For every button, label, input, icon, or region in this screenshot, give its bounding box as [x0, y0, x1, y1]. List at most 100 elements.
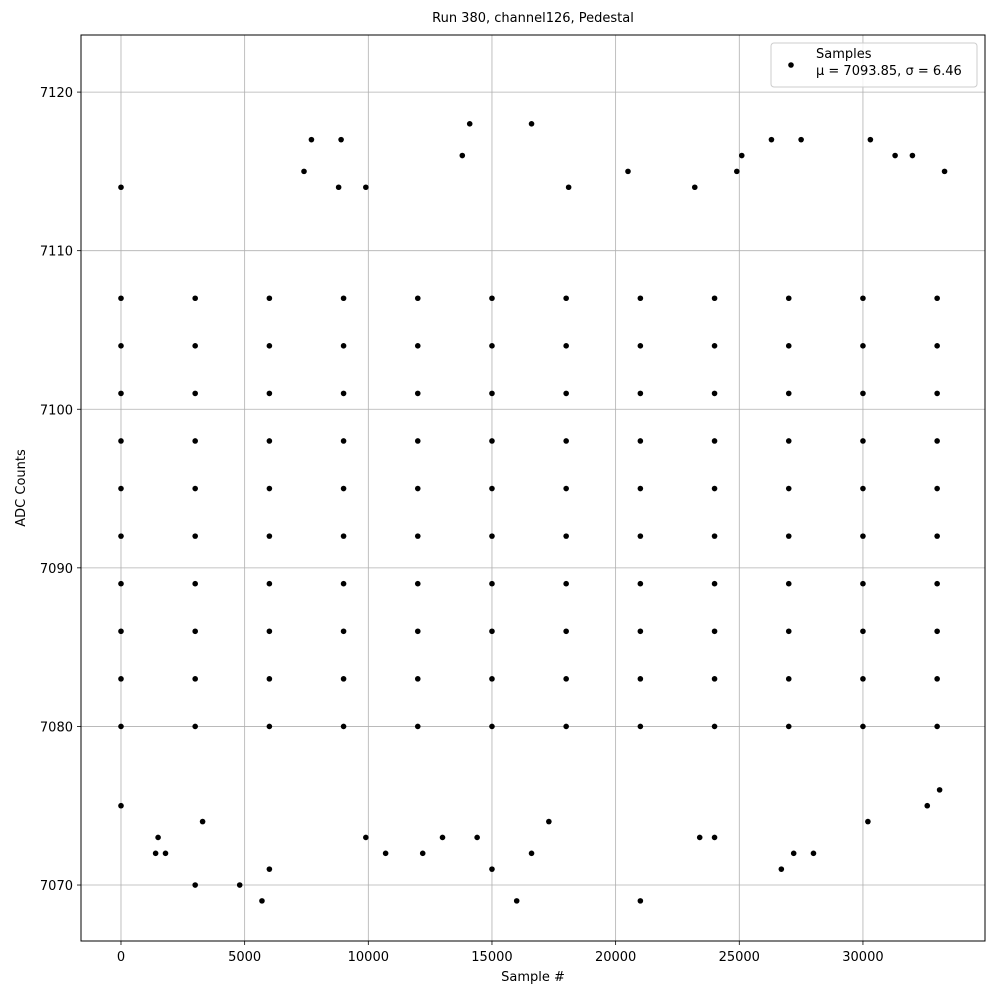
point	[308, 136, 315, 143]
point	[340, 438, 347, 444]
x-tick-label: 5000	[228, 950, 261, 965]
point	[711, 295, 718, 302]
grid: 0 5000 10000 15000 20000 25000 30000 7070 7080 70…	[40, 35, 985, 965]
point	[266, 676, 273, 682]
point	[118, 295, 124, 302]
point	[192, 485, 198, 492]
point	[489, 485, 495, 492]
legend: Samples μ = 7093.85, σ = 6.46	[770, 42, 978, 88]
chart-title: Run 380, channel126, Pedestal	[432, 11, 634, 26]
y-tick-label: 7080	[40, 720, 73, 735]
point	[860, 295, 866, 302]
point	[738, 152, 745, 159]
point	[860, 485, 866, 492]
point	[860, 343, 866, 349]
point	[414, 343, 421, 349]
point	[266, 343, 273, 349]
point	[266, 628, 273, 635]
point	[637, 723, 644, 730]
point	[785, 485, 792, 492]
point	[155, 834, 161, 841]
legend-label: Samples	[816, 47, 872, 62]
x-axis-label: Sample #	[501, 970, 565, 985]
point	[711, 628, 718, 635]
point	[865, 818, 871, 825]
point	[192, 628, 198, 635]
point	[192, 723, 198, 730]
point	[340, 485, 347, 492]
point	[414, 676, 421, 682]
point	[118, 802, 124, 809]
point	[785, 390, 792, 397]
y-tick-label: 7090	[40, 562, 73, 577]
point	[118, 723, 124, 730]
point	[335, 184, 342, 191]
y-tick-label: 7100	[40, 403, 73, 418]
point	[934, 628, 940, 635]
point	[563, 343, 569, 349]
point	[414, 390, 421, 397]
plot-frame	[80, 34, 986, 942]
point	[340, 580, 347, 587]
point	[785, 676, 792, 682]
point	[768, 136, 775, 143]
x-tick-label: 20000	[595, 950, 636, 965]
point	[118, 485, 124, 492]
y-tick-label: 7120	[40, 86, 73, 101]
point	[118, 438, 124, 444]
point	[192, 676, 198, 682]
point	[785, 343, 792, 349]
point	[563, 485, 569, 492]
point	[637, 438, 644, 444]
point	[363, 184, 369, 191]
point	[546, 818, 552, 825]
point	[192, 343, 198, 349]
point	[711, 533, 718, 539]
point	[459, 152, 466, 159]
point	[259, 898, 265, 904]
point	[860, 438, 866, 444]
legend-note: μ = 7093.85, σ = 6.46	[816, 64, 962, 79]
point	[528, 850, 535, 857]
point	[266, 485, 273, 492]
point	[340, 723, 347, 730]
point	[489, 628, 495, 635]
point	[734, 168, 740, 175]
point	[941, 168, 948, 175]
point	[439, 834, 446, 841]
point	[162, 850, 169, 857]
point	[338, 136, 344, 143]
point	[118, 580, 124, 587]
point	[563, 628, 569, 635]
point	[466, 121, 473, 127]
point	[637, 676, 644, 682]
point	[860, 628, 866, 635]
x-tick-label: 25000	[719, 950, 760, 965]
point	[711, 723, 718, 730]
point	[266, 390, 273, 397]
legend-marker	[788, 62, 794, 68]
point	[785, 438, 792, 444]
point	[936, 787, 943, 793]
point	[563, 295, 569, 302]
point	[414, 533, 421, 539]
point	[637, 485, 644, 492]
point	[860, 723, 866, 730]
point	[340, 533, 347, 539]
point	[637, 533, 644, 539]
point	[637, 898, 644, 904]
point	[785, 533, 792, 539]
point	[489, 390, 495, 397]
point	[118, 390, 124, 397]
point	[192, 295, 198, 302]
point	[489, 295, 495, 302]
point	[637, 580, 644, 587]
point	[934, 390, 940, 397]
point	[934, 438, 940, 444]
point	[785, 723, 792, 730]
point	[860, 580, 866, 587]
point	[934, 533, 940, 539]
point	[563, 533, 569, 539]
point	[892, 152, 898, 159]
